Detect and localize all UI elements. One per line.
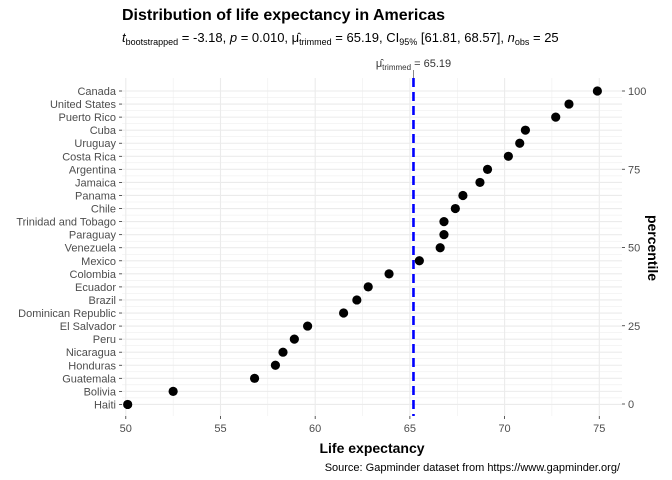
data-point bbox=[482, 164, 493, 174]
y-tick-label: Brazil bbox=[88, 295, 116, 307]
right-tick-label: 0 bbox=[628, 399, 634, 411]
data-point bbox=[515, 138, 525, 148]
data-point bbox=[592, 86, 602, 96]
data-point bbox=[564, 99, 574, 109]
data-point bbox=[278, 347, 288, 357]
data-point bbox=[270, 360, 281, 370]
data-point bbox=[520, 125, 531, 135]
y-tick-label: Argentina bbox=[69, 164, 117, 176]
y-tick-label: Canada bbox=[77, 86, 116, 98]
y-tick-label: Bolivia bbox=[84, 386, 117, 398]
data-points bbox=[123, 86, 602, 410]
y-tick-label: Colombia bbox=[70, 269, 117, 281]
data-point bbox=[123, 399, 133, 410]
data-point bbox=[338, 308, 349, 318]
data-point bbox=[458, 190, 468, 201]
right-axis-title: percentile bbox=[645, 215, 661, 281]
grid bbox=[122, 78, 622, 416]
chart-subtitle: tbootstrapped = -3.18, p = 0.010, μ̂trim… bbox=[122, 30, 559, 47]
y-tick-label: Puerto Rico bbox=[59, 112, 116, 124]
y-tick-label: Guatemala bbox=[62, 373, 117, 385]
x-tick-label: 65 bbox=[404, 423, 416, 435]
x-tick-label: 55 bbox=[214, 423, 226, 435]
x-axis-title: Life expectancy bbox=[319, 440, 424, 456]
y-tick-label: Mexico bbox=[81, 256, 116, 268]
y-tick-label: United States bbox=[50, 99, 117, 111]
x-tick-label: 70 bbox=[498, 423, 510, 435]
data-point bbox=[551, 112, 561, 122]
y-tick-label: Panama bbox=[75, 190, 117, 202]
y-tick-label: Chile bbox=[91, 204, 116, 216]
y-tick-label: Paraguay bbox=[69, 230, 117, 242]
right-tick-label: 50 bbox=[628, 243, 640, 255]
right-tick-label: 75 bbox=[628, 164, 640, 176]
data-point bbox=[363, 282, 373, 292]
y-tick-label: Venezuela bbox=[65, 243, 117, 255]
y-tick-label: El Salvador bbox=[60, 321, 117, 333]
chart-title: Distribution of life expectancy in Ameri… bbox=[122, 7, 445, 24]
y-tick-label: Haiti bbox=[94, 399, 116, 411]
y-tick-label: Uruguay bbox=[74, 138, 116, 150]
y-tick-label: Dominican Republic bbox=[18, 308, 116, 320]
data-point bbox=[475, 177, 485, 188]
y-tick-label: Nicaragua bbox=[66, 347, 117, 359]
y-tick-label: Cuba bbox=[90, 125, 117, 137]
data-point bbox=[435, 243, 445, 253]
right-tick-label: 100 bbox=[628, 86, 646, 98]
y-tick-label: Ecuador bbox=[75, 282, 116, 294]
axes: HaitiBoliviaGuatemalaHondurasNicaraguaPe… bbox=[16, 86, 646, 435]
data-point bbox=[168, 386, 178, 396]
y-tick-label: Honduras bbox=[68, 360, 116, 372]
data-point bbox=[450, 203, 460, 214]
chart-caption: Source: Gapminder dataset from https://w… bbox=[325, 462, 621, 474]
data-point bbox=[439, 230, 449, 240]
mean-line-group: μ̂trimmed = 65.19 bbox=[376, 58, 451, 416]
x-tick-label: 50 bbox=[120, 423, 132, 435]
data-point bbox=[303, 321, 313, 331]
data-point bbox=[439, 217, 449, 227]
data-point bbox=[503, 151, 513, 161]
y-tick-label: Costa Rica bbox=[62, 151, 117, 163]
y-tick-label: Jamaica bbox=[75, 177, 117, 189]
data-point bbox=[289, 334, 299, 344]
data-point bbox=[414, 256, 424, 266]
data-point bbox=[352, 295, 362, 305]
y-tick-label: Peru bbox=[93, 334, 116, 346]
x-tick-label: 60 bbox=[309, 423, 321, 435]
data-point bbox=[249, 373, 260, 383]
right-tick-label: 25 bbox=[628, 321, 640, 333]
mean-line-label: μ̂trimmed = 65.19 bbox=[376, 58, 451, 72]
y-tick-label: Trinidad and Tobago bbox=[16, 217, 116, 229]
x-tick-label: 75 bbox=[593, 423, 605, 435]
data-point bbox=[384, 269, 394, 279]
